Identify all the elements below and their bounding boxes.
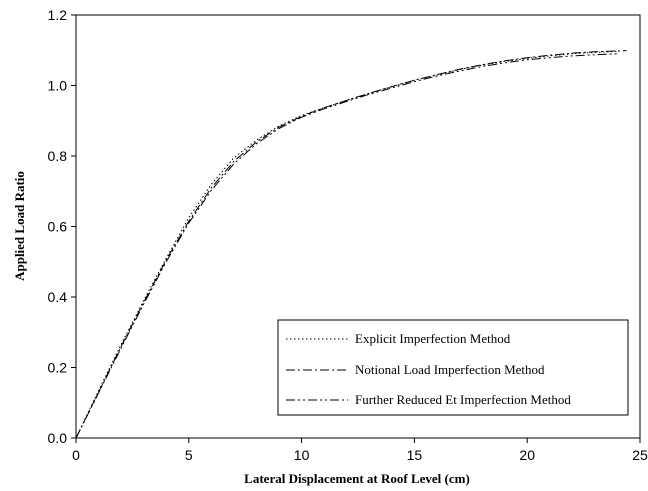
x-tick-label: 0 (72, 447, 80, 463)
legend-label-notional: Notional Load Imperfection Method (355, 362, 545, 377)
y-tick-label: 0.4 (48, 289, 68, 305)
series-line-further-reduced (75, 53, 618, 439)
x-tick-label: 10 (294, 447, 310, 463)
x-tick-label: 15 (407, 447, 423, 463)
x-tick-label: 20 (519, 447, 535, 463)
y-axis-ticks: 0.0 0.2 0.4 0.6 0.8 1.0 1.2 (48, 7, 76, 446)
series-line-notional (75, 50, 627, 439)
x-tick-label: 5 (185, 447, 193, 463)
y-axis-title: Applied Load Ratio (12, 171, 27, 281)
x-axis-ticks: 0 5 10 15 20 25 (72, 438, 648, 463)
series-line-explicit (75, 50, 618, 439)
y-tick-label: 0.0 (48, 430, 68, 446)
y-tick-label: 1.0 (48, 78, 68, 94)
legend-label-explicit: Explicit Imperfection Method (355, 331, 511, 346)
y-tick-label: 0.6 (48, 219, 68, 235)
y-tick-label: 0.2 (48, 360, 68, 376)
x-axis-title: Lateral Displacement at Roof Level (cm) (244, 471, 470, 486)
y-tick-label: 0.8 (48, 148, 68, 164)
x-tick-label: 25 (632, 447, 648, 463)
series-lines (75, 50, 627, 439)
y-tick-label: 1.2 (48, 7, 68, 23)
legend: Explicit Imperfection Method Notional Lo… (277, 319, 629, 416)
legend-label-further-reduced: Further Reduced Et Imperfection Method (355, 392, 571, 407)
legend-box (277, 319, 629, 416)
